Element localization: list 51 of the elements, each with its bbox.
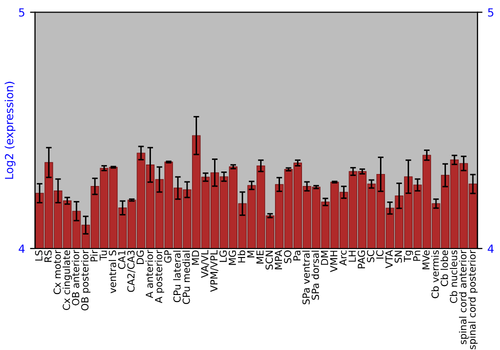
- x-tick-label: M: [247, 250, 254, 258]
- x-tick-label: Cb nucleus: [450, 250, 458, 303]
- x-tick-label: MVe: [422, 250, 430, 270]
- x-tick-label: LH: [348, 250, 356, 262]
- x-tick-label: spinal cord posterior: [468, 250, 478, 350]
- x-tick-label: LS: [35, 250, 42, 261]
- x-tick-label: Pir: [90, 250, 98, 262]
- x-tick-label: Cx motor: [54, 250, 61, 294]
- x-tick-label: VTA: [386, 250, 393, 268]
- x-tick-label: SC: [366, 250, 374, 262]
- x-tick-label: A anterior: [146, 250, 154, 298]
- x-tick-label: VMH: [330, 250, 338, 272]
- x-tick-label: VPM/VPL: [210, 250, 218, 292]
- x-tick-label: IC: [376, 250, 384, 259]
- x-tick-label: DG: [136, 250, 144, 264]
- x-tick-label: CPu lateral: [173, 250, 181, 302]
- x-tick-label: Hb: [238, 250, 246, 262]
- x-tick-label: Pa: [293, 250, 301, 260]
- x-tick-label: Arc: [339, 250, 347, 266]
- x-tick-label: CA2/CA3: [127, 250, 136, 292]
- x-tick-label: CA1: [118, 250, 126, 269]
- x-tick-label: SN: [394, 250, 402, 263]
- x-tick-label: SPa dorsal: [311, 250, 319, 300]
- x-tick-label: Tg: [404, 250, 414, 262]
- x-tick-label: A posterior: [154, 250, 164, 304]
- x-tick-label: ME: [256, 250, 264, 264]
- x-tick-label: ventral S: [108, 250, 116, 294]
- x-tick-label: OB anterior: [72, 250, 80, 306]
- x-tick-label: LG: [219, 250, 227, 262]
- x-tick-label: SCN: [266, 250, 273, 270]
- x-tick-label: Cx cingulate: [62, 250, 72, 310]
- x-tick-label: Cb lobe: [440, 250, 448, 286]
- x-tick-label: DM: [320, 250, 328, 265]
- x-tick-label: RS: [44, 250, 52, 262]
- y2-tick-label: 4: [488, 244, 494, 253]
- x-tick-label: VA/VL: [201, 250, 210, 278]
- x-tick-label: Cb vermis: [431, 250, 439, 298]
- y-axis-title: Log2 (expression): [4, 82, 16, 179]
- y2-tick-label: 5: [488, 8, 494, 17]
- x-tick-label: MG: [228, 250, 236, 265]
- x-tick-label: SPa ventral: [302, 250, 310, 304]
- x-tick-label: Tu: [100, 250, 107, 261]
- x-tick-label: GP: [164, 250, 172, 263]
- x-tick-label: SO: [284, 250, 292, 264]
- x-tick-label: MPA: [274, 250, 282, 270]
- x-tick-label: OB posterior: [81, 250, 90, 310]
- x-tick-label: Pn: [413, 250, 420, 261]
- x-tick-label: spinal cord anterior: [458, 250, 468, 344]
- x-tick-label: PAG: [358, 250, 366, 268]
- x-tick-label: CPu medial: [182, 250, 190, 304]
- x-tick-label: MD: [192, 250, 200, 265]
